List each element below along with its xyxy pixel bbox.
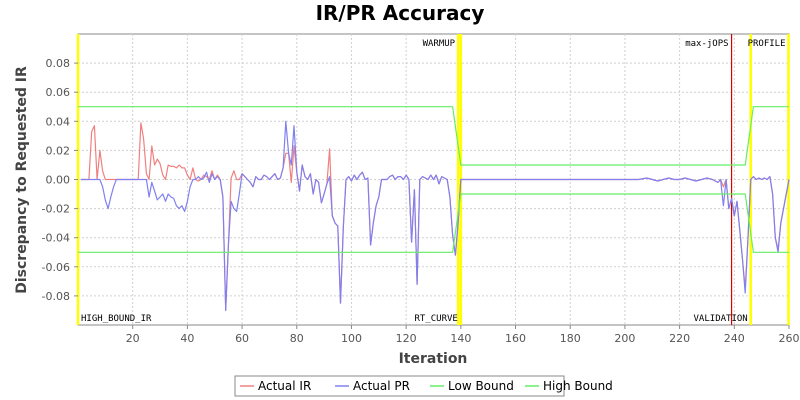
series-line-high-bound bbox=[78, 106, 789, 166]
marker-label: RT_CURVE bbox=[414, 314, 457, 324]
y-tick-label: -0.08 bbox=[42, 290, 70, 303]
legend-box bbox=[234, 375, 565, 397]
marker-label: HIGH_BOUND_IR bbox=[81, 314, 152, 324]
x-tick-label: 40 bbox=[180, 332, 194, 345]
y-tick-label: 0.02 bbox=[46, 144, 71, 157]
axis-ticks: 20 40 60 80 100 120 140 160 180 200 220 240 260 -0.08… bbox=[42, 57, 800, 345]
x-tick-label: 160 bbox=[505, 332, 526, 345]
chart-title: IR/PR Accuracy bbox=[316, 1, 485, 25]
legend-label: High Bound bbox=[543, 379, 613, 393]
x-tick-label: 20 bbox=[126, 332, 140, 345]
y-tick-label: 0.06 bbox=[46, 86, 71, 99]
series-line-actual-pr bbox=[80, 120, 790, 311]
y-tick-label: 0.08 bbox=[46, 57, 71, 70]
x-tick-label: 220 bbox=[669, 332, 690, 345]
x-tick-label: 80 bbox=[290, 332, 304, 345]
x-tick-label: 60 bbox=[235, 332, 249, 345]
marker-label: PROFILE bbox=[748, 39, 786, 49]
x-tick-label: 140 bbox=[450, 332, 471, 345]
marker-label: VALIDATION bbox=[694, 314, 748, 324]
x-axis-label: Iteration bbox=[399, 351, 468, 367]
legend-label: Low Bound bbox=[448, 379, 514, 393]
y-axis-label: Discrepancy to Requested IR bbox=[14, 66, 30, 294]
legend-label: Actual PR bbox=[353, 379, 410, 393]
y-tick-label: -0.04 bbox=[42, 232, 70, 245]
x-tick-label: 240 bbox=[724, 332, 745, 345]
x-tick-label: 100 bbox=[341, 332, 362, 345]
legend: Actual IR Actual PR Low Bound High Bound bbox=[234, 375, 613, 397]
legend-label: Actual IR bbox=[258, 379, 311, 393]
marker-label: WARMUP bbox=[423, 39, 456, 49]
x-tick-label: 260 bbox=[779, 332, 800, 345]
y-tick-label: 0.00 bbox=[46, 174, 71, 187]
x-tick-label: 120 bbox=[396, 332, 417, 345]
x-tick-label: 180 bbox=[560, 332, 581, 345]
marker-label: max-jOPS bbox=[685, 39, 728, 49]
y-tick-label: -0.02 bbox=[42, 203, 70, 216]
y-tick-label: 0.04 bbox=[46, 115, 71, 128]
y-tick-label: -0.06 bbox=[42, 261, 70, 274]
series-lines bbox=[78, 106, 790, 311]
series-line-low-bound bbox=[78, 193, 789, 253]
x-tick-label: 200 bbox=[614, 332, 635, 345]
